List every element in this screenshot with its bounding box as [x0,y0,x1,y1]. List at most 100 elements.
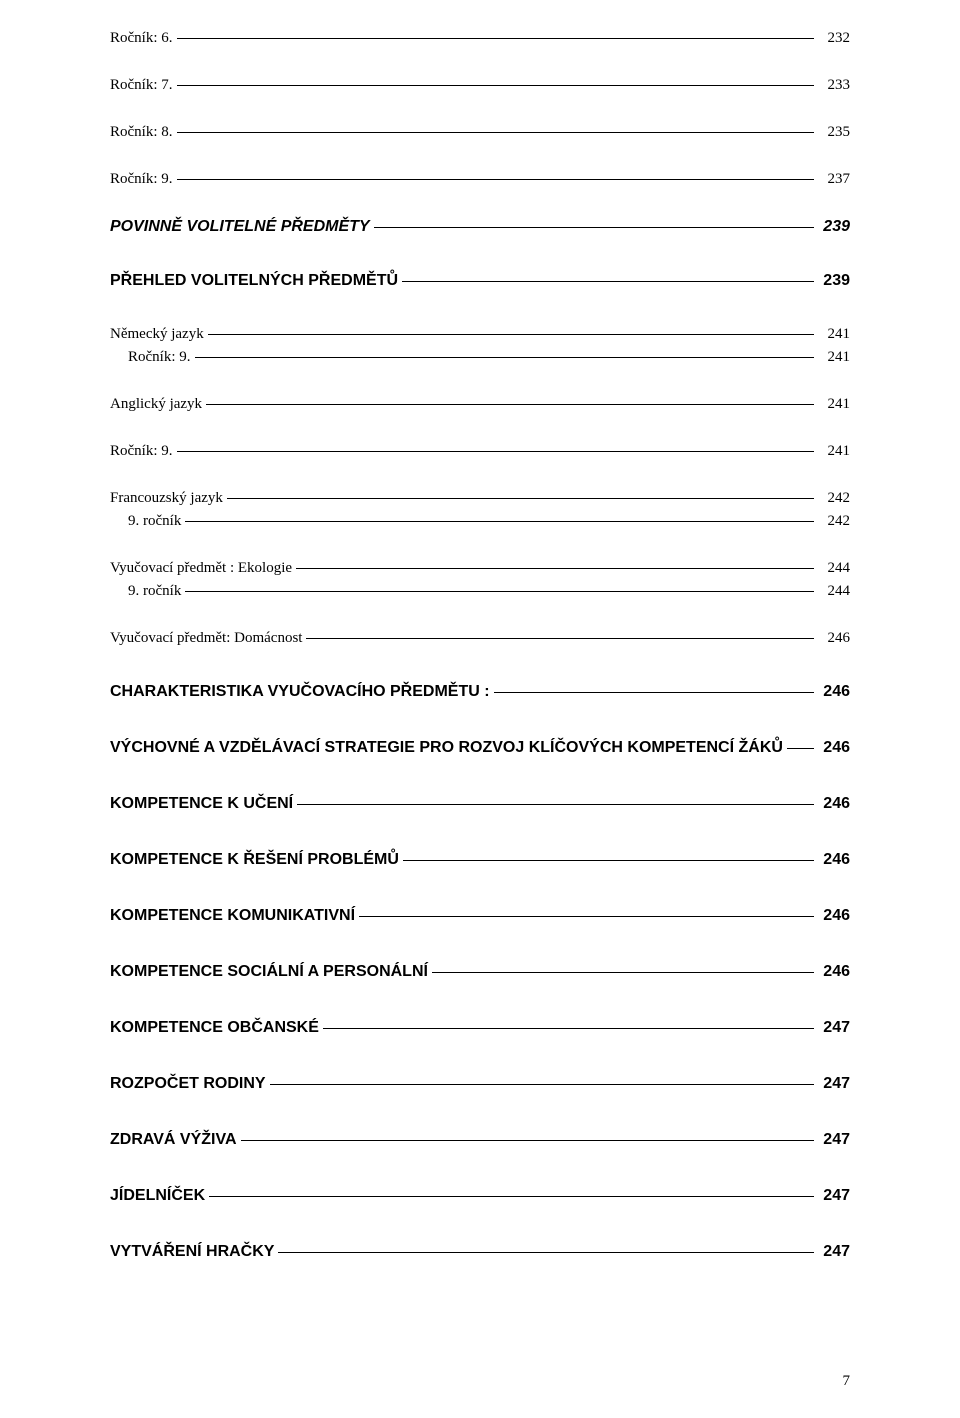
toc-entry-page: 237 [818,171,850,188]
toc-entry-label: KOMPETENCE OBČANSKÉ [110,1019,319,1037]
toc-entry: Vyučovací předmět: Domácnost 246 [110,630,850,647]
toc-leader [177,38,815,39]
toc-entry-page: 239 [818,218,850,236]
toc-entry: Anglický jazyk 241 [110,396,850,413]
toc-entry-page: 232 [818,30,850,47]
toc-entry: KOMPETENCE KOMUNIKATIVNÍ 246 [110,907,850,925]
toc-entry-label: JÍDELNÍČEK [110,1187,205,1205]
toc-entry-page: 235 [818,124,850,141]
toc-entry-page: 247 [818,1075,850,1093]
toc-entry-label: Ročník: 9. [110,443,173,460]
toc-entry-page: 247 [818,1187,850,1205]
toc-entry: Ročník: 9. 241 [110,443,850,460]
toc-entry: ZDRAVÁ VÝŽIVA 247 [110,1131,850,1149]
toc-entry: KOMPETENCE OBČANSKÉ 247 [110,1019,850,1037]
toc-leader [270,1084,814,1085]
toc-entry-page: 247 [818,1131,850,1149]
toc-entry-label: POVINNĚ VOLITELNÉ PŘEDMĚTY [110,218,370,236]
toc-entry: Ročník: 9. 241 [110,349,850,366]
toc-entry: POVINNĚ VOLITELNÉ PŘEDMĚTY 239 [110,218,850,236]
toc-leader [177,179,815,180]
toc-entry-page: 241 [818,396,850,413]
toc-entry-label: Ročník: 7. [110,77,173,94]
toc-entry: Ročník: 7. 233 [110,77,850,94]
toc-leader [195,357,815,358]
toc-entry-page: 246 [818,795,850,813]
toc-leader [296,568,814,569]
toc-entry-label: KOMPETENCE SOCIÁLNÍ A PERSONÁLNÍ [110,963,428,981]
toc-entry: PŘEHLED VOLITELNÝCH PŘEDMĚTŮ 239 [110,272,850,290]
toc-entry: 9. ročník 244 [110,583,850,600]
toc-entry-page: 242 [818,513,850,530]
toc-leader [374,227,814,228]
toc-leader [241,1140,814,1141]
toc-entry: Vyučovací předmět : Ekologie 244 [110,560,850,577]
toc-entry-page: 241 [818,443,850,460]
toc-entry-page: 246 [818,963,850,981]
toc-entry: JÍDELNÍČEK 247 [110,1187,850,1205]
toc-leader [787,748,814,749]
toc-entry-label: ROZPOČET RODINY [110,1075,266,1093]
toc-leader [403,860,814,861]
toc-entry-label: ZDRAVÁ VÝŽIVA [110,1131,237,1149]
toc-entry-label: 9. ročník [128,583,181,600]
toc-entry: KOMPETENCE K UČENÍ 246 [110,795,850,813]
toc-leader [227,498,814,499]
toc-leader [494,692,814,693]
toc-entry: Německý jazyk 241 [110,326,850,343]
toc-leader [432,972,814,973]
toc-entry-page: 244 [818,583,850,600]
toc-entry: 9. ročník 242 [110,513,850,530]
toc-entry-label: KOMPETENCE K ŘEŠENÍ PROBLÉMŮ [110,851,399,869]
toc-entry-page: 246 [818,851,850,869]
toc-leader [278,1252,814,1253]
toc-entry: Francouzský jazyk 242 [110,490,850,507]
toc-leader [323,1028,814,1029]
toc-leader [185,591,814,592]
toc-leader [402,281,814,282]
toc-entry-label: Ročník: 8. [110,124,173,141]
toc-entry-label: VÝCHOVNÉ A VZDĚLÁVACÍ STRATEGIE PRO ROZV… [110,739,783,757]
toc-leader [297,804,814,805]
toc-entry-page: 247 [818,1243,850,1261]
toc-entry-label: Ročník: 6. [110,30,173,47]
toc-entry-page: 246 [818,739,850,757]
toc-entry-label: Anglický jazyk [110,396,202,413]
toc-entry: Ročník: 6. 232 [110,30,850,47]
page-number: 7 [843,1373,851,1390]
toc-entry-label: Francouzský jazyk [110,490,223,507]
toc-entry-page: 246 [818,907,850,925]
toc-entry-page: 242 [818,490,850,507]
toc-entry-page: 233 [818,77,850,94]
toc-entry-page: 241 [818,326,850,343]
toc-entry-label: CHARAKTERISTIKA VYUČOVACÍHO PŘEDMĚTU : [110,683,490,701]
toc-entry: VYTVÁŘENÍ HRAČKY 247 [110,1243,850,1261]
toc-entry-page: 244 [818,560,850,577]
toc-entry: CHARAKTERISTIKA VYUČOVACÍHO PŘEDMĚTU : 24… [110,683,850,701]
toc-entry-page: 241 [818,349,850,366]
toc-entry: Ročník: 8. 235 [110,124,850,141]
toc-entry-page: 239 [818,272,850,290]
toc-entry: VÝCHOVNÉ A VZDĚLÁVACÍ STRATEGIE PRO ROZV… [110,739,850,757]
toc-entry-label: Ročník: 9. [110,171,173,188]
toc-leader [206,404,814,405]
toc-leader [209,1196,814,1197]
toc-leader [177,85,815,86]
toc-entry-label: Ročník: 9. [128,349,191,366]
toc-entry-label: KOMPETENCE KOMUNIKATIVNÍ [110,907,355,925]
toc-entry-label: Vyučovací předmět: Domácnost [110,630,302,647]
toc-entry-label: KOMPETENCE K UČENÍ [110,795,293,813]
toc-entry: KOMPETENCE SOCIÁLNÍ A PERSONÁLNÍ 246 [110,963,850,981]
toc-entry-label: VYTVÁŘENÍ HRAČKY [110,1243,274,1261]
toc-leader [177,451,815,452]
toc-leader [306,638,814,639]
toc-leader [359,916,814,917]
toc-entry-page: 247 [818,1019,850,1037]
toc-entry-page: 246 [818,630,850,647]
toc-entry-label: PŘEHLED VOLITELNÝCH PŘEDMĚTŮ [110,272,398,290]
toc-entry-label: Německý jazyk [110,326,204,343]
toc-leader [177,132,815,133]
toc-entry-label: Vyučovací předmět : Ekologie [110,560,292,577]
toc-entry-label: 9. ročník [128,513,181,530]
toc-entry-page: 246 [818,683,850,701]
